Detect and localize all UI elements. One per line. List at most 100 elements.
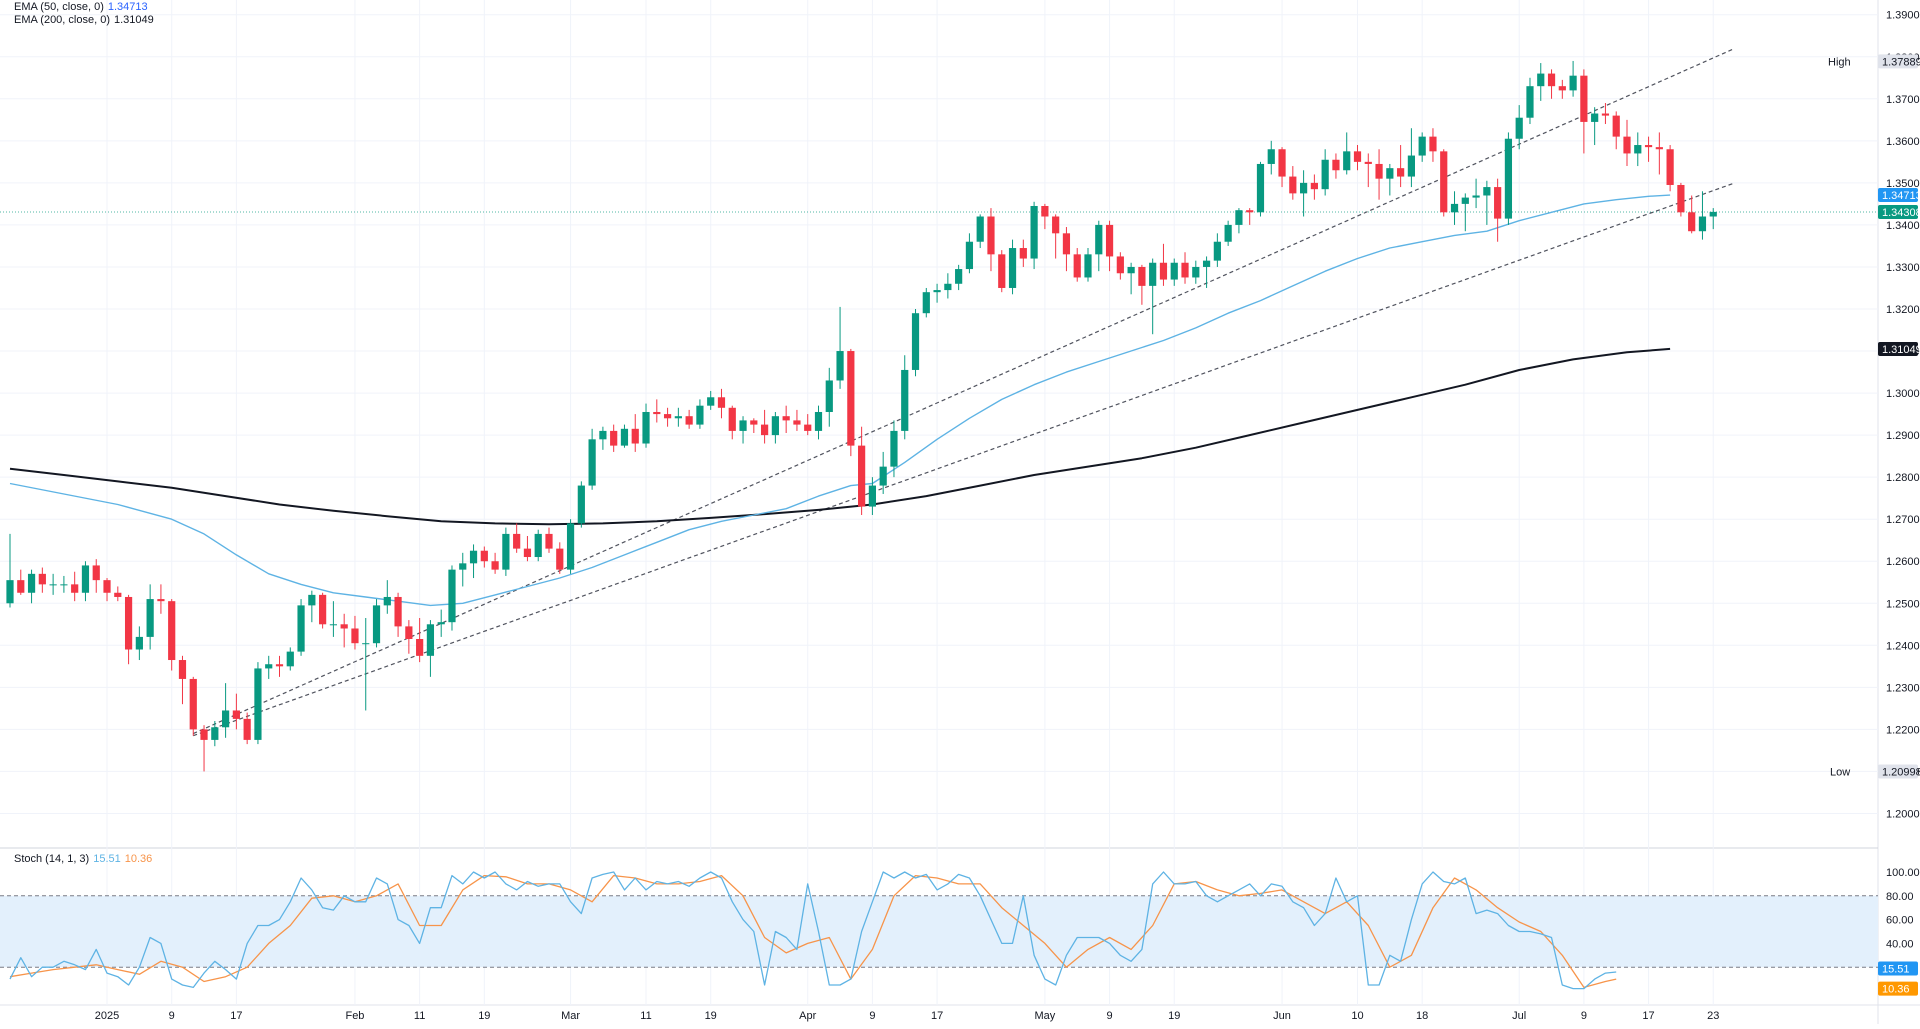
time-tick-label: May (1034, 1010, 1055, 1022)
stoch-legend: Stoch (14, 1, 3) 15.51 10.36 (14, 853, 152, 865)
candle-body (545, 533, 553, 549)
stoch-tick-label: 100.00 (1886, 867, 1920, 879)
time-tick-label: 9 (1106, 1010, 1112, 1022)
candle-body (1515, 117, 1523, 139)
price-tick-label: 1.39000 (1886, 10, 1920, 22)
price-tick-label: 1.26000 (1886, 556, 1920, 568)
candle-body (426, 624, 435, 656)
candle-body (1052, 216, 1060, 234)
time-tick-label: 10 (1351, 1010, 1363, 1022)
stoch-k-tag-bg (1878, 961, 1918, 976)
candle-body (1580, 75, 1588, 122)
time-tick-label: 17 (931, 1010, 943, 1022)
candle-body (189, 678, 197, 730)
candle-body (1666, 149, 1674, 185)
candle-body (1310, 182, 1318, 190)
candle-body (448, 569, 456, 623)
ema50-legend: EMA (50, close, 0) 1.34713 (14, 1, 148, 13)
candle-body (610, 430, 618, 446)
candle-body (911, 313, 920, 370)
candle-body (1300, 182, 1308, 194)
time-tick-label: 19 (705, 1010, 717, 1022)
candle-body (858, 445, 866, 507)
candle-body (653, 411, 661, 415)
candle-body (254, 668, 262, 740)
candle-body (523, 548, 532, 558)
candle-body (103, 580, 111, 593)
candle-body (275, 664, 284, 667)
candle-body (351, 628, 359, 644)
candle-body (394, 596, 402, 627)
candle-body (1235, 210, 1243, 225)
time-tick-label: 2025 (95, 1010, 119, 1022)
candle-body (146, 599, 154, 637)
stoch-tick-label: 80.00 (1886, 891, 1914, 903)
candle-body (1537, 73, 1545, 87)
candle-body (60, 584, 68, 586)
trendline (193, 47, 1736, 735)
candle-body (243, 718, 251, 740)
time-tick-label: 17 (230, 1010, 242, 1022)
candle-body (92, 565, 100, 581)
price-tick-label: 1.36000 (1886, 136, 1920, 148)
candle-body (1504, 138, 1513, 219)
candle-body (674, 416, 682, 419)
candle-body (6, 580, 14, 604)
time-tick-label: Apr (799, 1010, 816, 1022)
price-tick-label: 1.23000 (1886, 682, 1920, 694)
ema50-price-tag-bg (1878, 187, 1918, 202)
high-label: High (1828, 56, 1851, 68)
candle-body (577, 485, 585, 524)
candle-body (265, 664, 273, 669)
candle-body (739, 420, 747, 431)
ema200-legend-label: EMA (200, close, 0) (14, 14, 110, 26)
candle-body (1601, 113, 1610, 116)
ema50-price-tag: 1.34713 (1882, 190, 1920, 202)
candle-body (1105, 224, 1114, 257)
candle-body (685, 416, 693, 425)
stoch-legend-k-value: 15.51 (93, 853, 121, 865)
price-tick-label: 1.34000 (1886, 220, 1920, 232)
candle-body (761, 424, 769, 436)
candle-body (1634, 145, 1642, 154)
price-tick-label: 1.37000 (1886, 94, 1920, 106)
candle-body (71, 584, 79, 593)
candle-body (534, 533, 542, 558)
candle-body (750, 420, 758, 425)
candle-body (383, 596, 391, 606)
low-label: Low (1830, 767, 1850, 779)
stoch-band (0, 895, 1878, 968)
candle-body (804, 424, 812, 431)
candle-body (944, 283, 952, 291)
candle-body (480, 550, 488, 562)
time-tick-label: 11 (640, 1010, 651, 1022)
time-tick-label: 19 (478, 1010, 490, 1022)
candle-body (114, 592, 122, 597)
candle-body (922, 292, 930, 314)
candle-body (1267, 149, 1275, 164)
candle-body (1289, 176, 1297, 194)
candle-body (1159, 262, 1168, 280)
candle-body (81, 565, 90, 593)
candle-body (1591, 113, 1599, 122)
candle-body (847, 351, 855, 446)
candle-body (1084, 254, 1092, 278)
time-tick-label: Feb (345, 1010, 364, 1022)
candle-body (1526, 86, 1534, 118)
candle-body (1386, 168, 1394, 179)
candle-body (728, 407, 736, 431)
candle-body (1202, 260, 1211, 267)
stoch-tick-label: 60.00 (1886, 915, 1914, 927)
price-tick-label: 1.27000 (1886, 514, 1920, 526)
candle-body (836, 351, 844, 381)
candle-body (717, 397, 726, 408)
candle-body (1494, 187, 1502, 219)
candle-body (1170, 262, 1178, 280)
low-price-tag-bg (1878, 764, 1918, 779)
time-tick-label: 9 (169, 1010, 175, 1022)
price-tick-label: 1.25000 (1886, 598, 1920, 610)
candle-body (1688, 212, 1696, 232)
candle-body (329, 624, 337, 626)
